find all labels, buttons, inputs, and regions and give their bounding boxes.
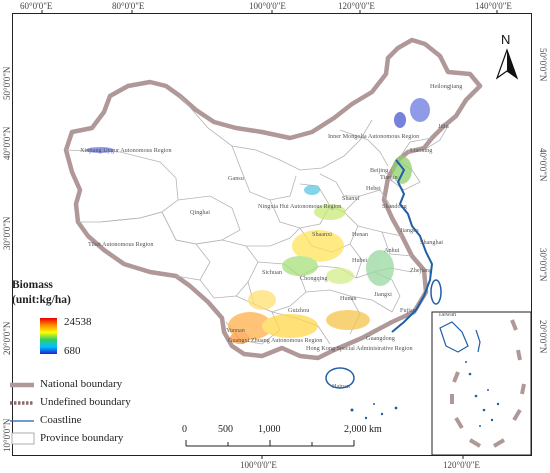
- lon-label-100e: 100°0'0"E: [249, 1, 286, 11]
- label-zhejiang: Zhejiang: [410, 267, 432, 274]
- label-jiangsu: Jiangsu: [400, 227, 419, 234]
- legend-undefined-boundary: Undefined boundary: [40, 396, 131, 408]
- label-henan: Henan: [352, 231, 368, 238]
- label-shanghai: Shanghai: [420, 239, 443, 246]
- legend-title: Biomass: [12, 279, 53, 291]
- legend-province-boundary: Province boundary: [40, 432, 124, 444]
- biomass-raster: [86, 98, 430, 344]
- lat-label-30n: 30°0'0"N: [2, 216, 12, 250]
- label-liaoning: Liaoning: [410, 147, 432, 154]
- lon-label-bottom-100e: 100°0'0"E: [240, 460, 277, 470]
- label-yunnan: Yunnan: [226, 327, 245, 334]
- legend-national-boundary: National boundary: [40, 378, 123, 390]
- lat-label-right-20n: 20°0'0"N: [538, 320, 548, 354]
- map-frame: [12, 13, 532, 456]
- scale-bar: 0 500 1,000 2,000 km: [182, 424, 382, 447]
- province-labels: Heilongjiang Jilin Liaoning Inner Mongol…: [80, 83, 462, 390]
- label-guangxi: Guangxi Zhuang Autonomous Region: [228, 337, 322, 344]
- north-arrow-label: N: [501, 32, 510, 47]
- taiwan-island: [430, 279, 442, 305]
- label-fujian: Fujian: [400, 307, 416, 314]
- scale-label-1000: 1,000: [258, 424, 281, 435]
- label-tianjin: Tianjin: [380, 174, 398, 181]
- lon-label-120e: 120°0'0"E: [338, 1, 375, 11]
- lat-label-50n: 50°0'0"N: [2, 66, 12, 100]
- label-shandong: Shandong: [382, 203, 407, 210]
- lat-label-right-50n: 50°0'0"N: [538, 48, 548, 82]
- label-beijing: Beijing: [370, 167, 388, 174]
- lat-label-right-40n: 40°0'0"N: [538, 148, 548, 182]
- label-jilin: Jilin: [438, 123, 449, 130]
- label-hong-kong: Hong Kong Special Administrative Region: [306, 345, 413, 352]
- label-tibet: Tibet Autonomous Region: [88, 241, 153, 248]
- label-gansu: Gansu: [228, 175, 244, 182]
- scale-label-2000km: 2,000 km: [344, 424, 382, 435]
- province-boundary-symbol: [11, 432, 35, 445]
- label-shaanxi: Shaanxi: [312, 231, 332, 238]
- legend-coastline: Coastline: [40, 414, 82, 426]
- lat-label-right-30n: 30°0'0"N: [538, 248, 548, 282]
- label-heilongjiang: Heilongjiang: [430, 83, 462, 90]
- label-chongqing: Chongqing: [300, 275, 328, 282]
- label-hunan: Hunan: [340, 295, 357, 302]
- label-hebei: Hebei: [366, 185, 381, 192]
- lat-label-20n: 20°0'0"N: [2, 321, 12, 355]
- south-china-sea-inset: [431, 311, 532, 456]
- north-arrow: N: [495, 32, 519, 80]
- lon-label-bottom-120e: 120°0'0"E: [443, 460, 480, 470]
- legend-min-value: 680: [64, 345, 81, 357]
- label-qinghai: Qinghai: [190, 209, 210, 216]
- label-jiangxi: Jiangxi: [374, 291, 392, 298]
- graticule-left: 50°0'0"N 40°0'0"N 30°0'0"N 20°0'0"N 10°0…: [2, 66, 12, 452]
- label-xinjiang: Xinjiang Uygur Autonomous Region: [80, 147, 172, 154]
- coastline: [391, 159, 434, 333]
- legend-unit: (unit:kg/ha): [12, 294, 71, 306]
- label-guangdong: Guangdong: [366, 335, 395, 342]
- lat-label-40n: 40°0'0"N: [2, 126, 12, 160]
- legend-max-value: 24538: [64, 316, 92, 328]
- hainan-island: [325, 367, 355, 389]
- label-shanxi: Shanxi: [342, 195, 359, 202]
- lon-label-80e: 80°0'0"E: [112, 1, 145, 11]
- color-ramp: [40, 318, 57, 354]
- lon-label-140e: 140°0'0"E: [475, 1, 512, 11]
- label-ningxia: Ningxia Hui Autonomous Region: [258, 203, 341, 210]
- label-guizhou: Guizhou: [288, 307, 309, 314]
- label-hubei: Hubei: [352, 257, 367, 264]
- graticule-top: 60°0'0"E 80°0'0"E 100°0'0"E 120°0'0"E 14…: [20, 1, 512, 13]
- scale-label-500: 500: [218, 424, 233, 435]
- lon-label-60e: 60°0'0"E: [20, 1, 53, 11]
- graticule-right: 50°0'0"N 40°0'0"N 30°0'0"N 20°0'0"N: [538, 48, 548, 354]
- graticule-bottom: 100°0'0"E 120°0'0"E: [240, 456, 480, 470]
- south-sea-islets: [350, 403, 398, 420]
- label-inner-mongolia: Inner Mongolia Autonomous Region: [328, 133, 419, 140]
- label-anhui: Anhui: [384, 247, 400, 254]
- label-taiwan: Taiwan: [438, 311, 456, 318]
- lat-label-10n: 10°0'0"N: [2, 418, 12, 452]
- label-hainan: Hainan: [332, 383, 350, 390]
- scale-label-0: 0: [182, 424, 187, 435]
- label-sichuan: Sichuan: [262, 269, 282, 276]
